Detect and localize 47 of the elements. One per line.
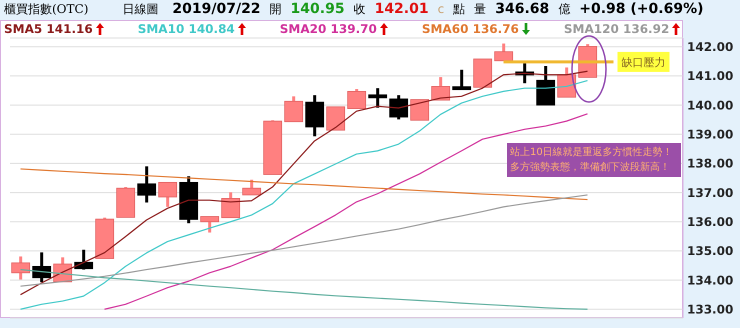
ref-line-label: 缺口壓力 (622, 56, 666, 69)
text: 開 (270, 1, 282, 18)
y-tick-label: 142.00 (687, 40, 734, 54)
candlestick (368, 88, 388, 108)
text: 346.68 (495, 1, 550, 17)
text: 億 (558, 1, 570, 18)
line-series (20, 194, 588, 287)
y-tick-label: 135.00 (687, 244, 734, 258)
text: 量 (474, 1, 486, 18)
text: SMA120 136.92 (564, 22, 670, 36)
annotation: 多方強勢表態，準備創下波段新高！ (510, 160, 671, 175)
candlestick (452, 70, 472, 90)
text: 收 (354, 1, 366, 18)
text: 140.95 (290, 1, 345, 17)
candlestick (347, 89, 366, 109)
text: c (438, 2, 444, 16)
y-tick-label: 134.00 (687, 273, 734, 288)
candlestick (137, 166, 156, 202)
y-tick-label: 141.00 (687, 69, 734, 84)
candlestick (221, 192, 240, 218)
text: 2019/07/22 (172, 1, 261, 17)
candlestick (494, 44, 514, 62)
candlestick (284, 96, 304, 122)
text: 142.01 (374, 1, 429, 17)
candlestick (200, 216, 220, 233)
annotation: 站上10日線就是重返多方慣性走勢！ (510, 146, 674, 160)
candlestick (389, 95, 408, 120)
candlestick (410, 99, 430, 121)
y-tick-label: 136.00 (687, 215, 734, 230)
text: +0.98 (+0.69%) (579, 1, 704, 17)
y-tick-label: 137.00 (687, 186, 734, 200)
y-tick-label: 140.00 (687, 98, 734, 112)
chart-subtitle: 日線圖 (122, 1, 158, 18)
y-tick-label: 138.00 (687, 156, 734, 171)
text: 點 (453, 1, 466, 18)
candlestick (242, 180, 262, 196)
candlestick (158, 182, 178, 207)
candlestick (11, 256, 30, 280)
y-tick-label: 133.00 (687, 302, 734, 317)
y-tick-label: 139.00 (687, 128, 734, 142)
text: SMA10 140.84 (138, 22, 236, 36)
text: SMA60 136.76 (422, 22, 520, 36)
chart-title: 櫃買指數(OTC) (4, 1, 88, 18)
text: SMA5 141.16 (4, 22, 94, 36)
text: SMA20 139.70 (280, 22, 378, 36)
candlestick (326, 106, 346, 131)
candlestick (431, 77, 450, 101)
